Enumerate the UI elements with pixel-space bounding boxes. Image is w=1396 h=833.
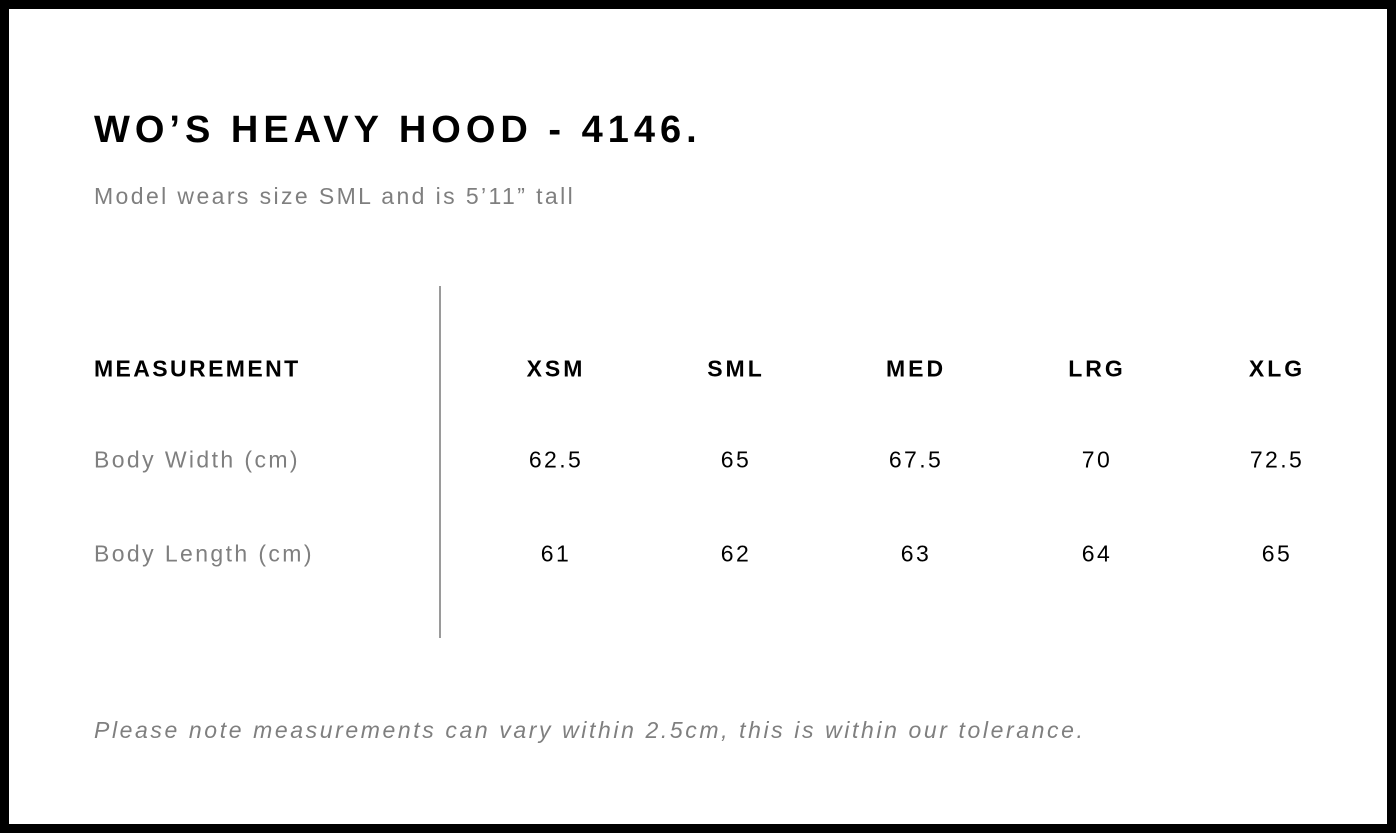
measurement-value: 64 [1081,540,1113,567]
size-header: XSM [526,355,586,382]
size-chart-card: WO’S HEAVY HOOD - 4146. Model wears size… [9,9,1387,824]
header-measurement: MEASUREMENT [94,355,301,382]
measurement-value: 62 [720,540,752,567]
measurement-value: 72.5 [1249,446,1305,473]
size-header: SML [707,355,765,382]
row-label: Body Length (cm) [94,540,314,567]
measurement-value: 62.5 [528,446,584,473]
measurement-value: 65 [1261,540,1293,567]
size-header: XLG [1248,355,1306,382]
model-info: Model wears size SML and is 5’11” tall [94,183,576,209]
tolerance-note: Please note measurements can vary within… [94,717,1086,743]
measurement-value: 61 [540,540,572,567]
size-header: LRG [1068,355,1126,382]
row-label: Body Width (cm) [94,446,300,473]
column-divider [439,286,441,638]
measurement-value: 70 [1081,446,1113,473]
measurement-value: 63 [900,540,932,567]
measurement-value: 67.5 [888,446,944,473]
measurement-value: 65 [720,446,752,473]
size-header: MED [885,355,947,382]
page-title: WO’S HEAVY HOOD - 4146. [94,109,702,151]
